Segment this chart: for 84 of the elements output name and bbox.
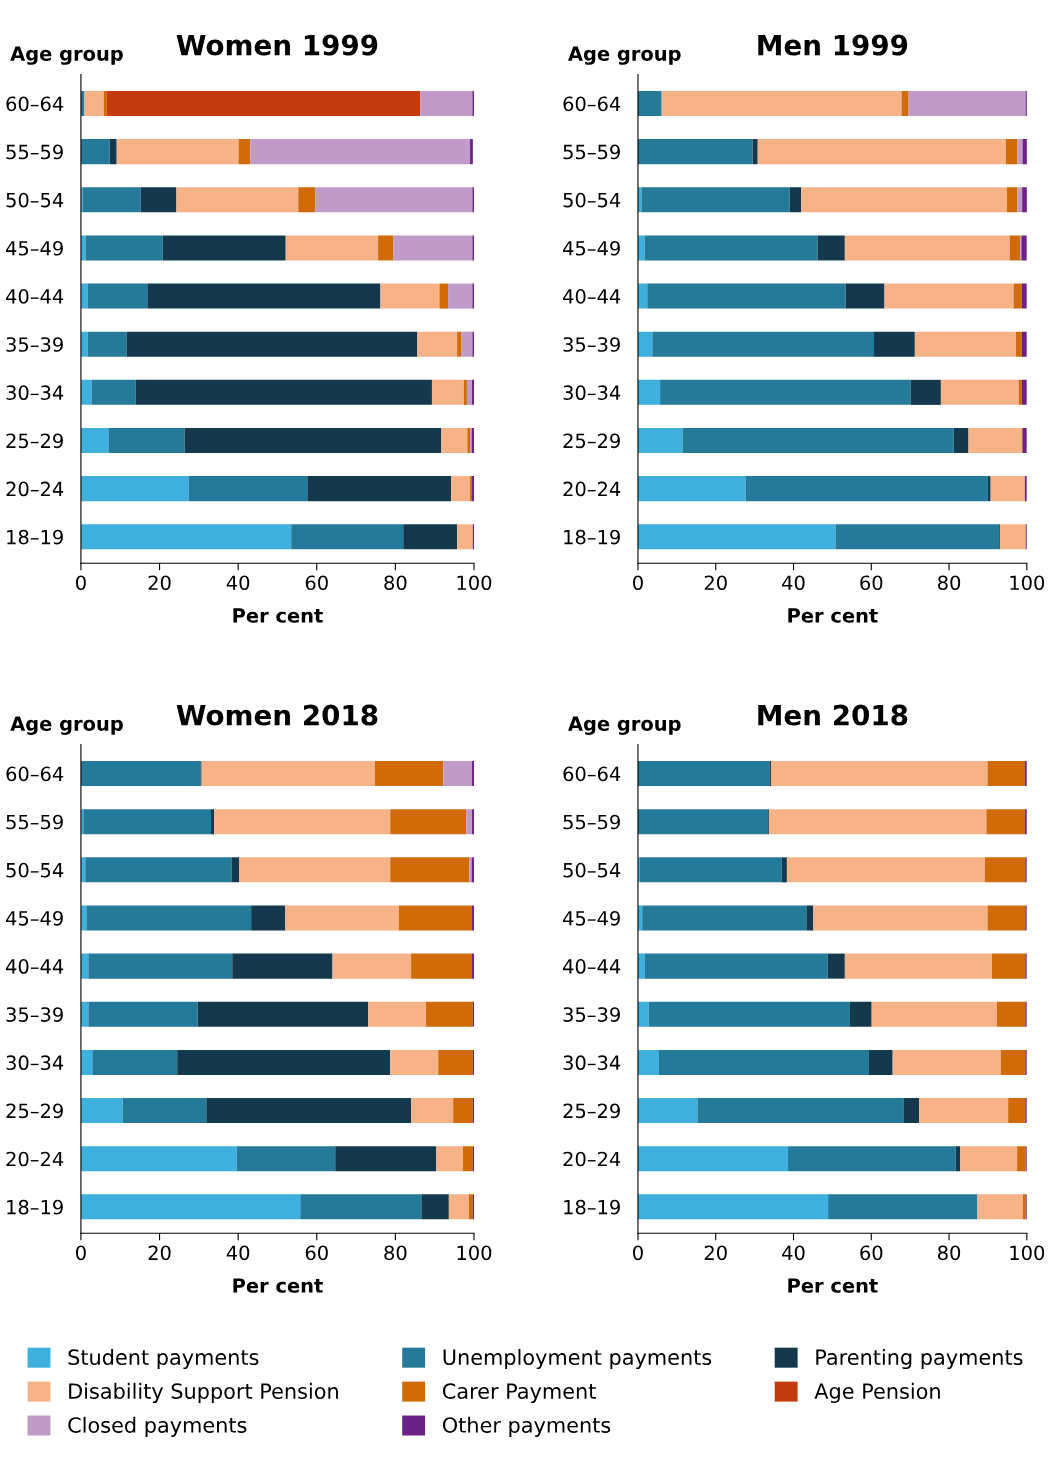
y-tick-label: 55–59 [6,144,63,160]
x-tick-label: 20 [148,1245,171,1261]
x-tick-label: 80 [384,1245,407,1261]
y-tick-label: 25–29 [6,433,63,449]
y-tick-label: 60–64 [6,96,64,112]
y-tick-label: 50–54 [563,862,621,878]
y-tick-label: 55–59 [6,814,63,830]
x-tick-label: 20 [704,1245,727,1261]
chart-title: Men 2018 [758,704,908,726]
x-tick-label: 0 [76,1245,86,1261]
y-tick-label: 60–64 [6,766,64,782]
y-tick-label: 20–24 [563,481,621,497]
y-tick-label: 20–24 [6,1151,64,1167]
x-tick-label: 100 [457,575,492,591]
y-tick-label: 60–64 [563,96,621,112]
y-tick-label: 45–49 [6,240,63,256]
x-tick-label: 0 [76,575,86,591]
y-tick-label: 25–29 [6,1103,63,1119]
y-axis-title: Age group [568,716,681,735]
y-tick-label: 45–49 [563,910,620,926]
y-tick-label: 40–44 [6,289,64,304]
legend-label: Student payments [68,1348,259,1370]
legend-label: Closed payments [68,1416,247,1437]
x-tick-label: 80 [938,575,961,591]
y-axis-title: Age group [568,46,681,65]
x-tick-label: 20 [148,575,171,591]
x-axis-title: Per cent [788,1278,878,1293]
chart-title: Women 1999 [176,34,378,56]
x-tick-label: 60 [305,575,328,591]
y-tick-label: 18–19 [564,529,620,545]
y-tick-label: 35–39 [6,337,63,352]
y-tick-label: 55–59 [563,144,620,160]
y-tick-label: 25–29 [563,1103,620,1119]
chart-title: Men 1999 [758,34,908,56]
x-tick-label: 40 [226,575,250,591]
y-tick-label: 40–44 [6,959,64,974]
legend-label: Age Pension [814,1382,940,1404]
y-tick-label: 60–64 [563,766,621,782]
x-tick-label: 40 [782,1245,805,1261]
x-tick-label: 60 [860,575,883,591]
y-tick-label: 35–39 [563,1007,620,1022]
y-tick-label: 35–39 [6,1007,63,1022]
x-tick-label: 40 [782,575,805,591]
y-tick-label: 50–54 [6,862,64,878]
y-tick-label: 40–44 [563,959,621,974]
x-tick-label: 40 [226,1245,250,1261]
y-tick-label: 18–19 [7,529,63,545]
y-tick-label: 40–44 [563,289,621,304]
y-tick-label: 18–19 [7,1199,63,1215]
x-tick-label: 80 [384,575,407,591]
y-tick-label: 50–54 [563,192,621,208]
y-tick-label: 55–59 [563,814,620,830]
y-tick-label: 20–24 [563,1151,621,1167]
legend-label: Disability Support Pension [69,1382,338,1404]
y-tick-label: 18–19 [564,1199,620,1215]
x-tick-label: 100 [457,1245,492,1261]
y-tick-label: 35–39 [563,337,620,352]
legend-label: Other payments [442,1416,611,1437]
y-tick-label: 30–34 [6,1055,64,1071]
y-tick-label: 50–54 [6,192,64,208]
y-tick-label: 45–49 [6,910,63,926]
y-tick-label: 30–34 [563,1055,621,1071]
legend-label: Unemployment payments [443,1348,712,1370]
x-tick-label: 60 [305,1245,328,1261]
y-axis-title: Age group [10,716,123,735]
x-tick-label: 100 [1010,1245,1045,1261]
y-tick-label: 30–34 [563,385,621,401]
legend-label: Parenting payments [816,1348,1023,1370]
chart-title: Women 2018 [176,704,378,726]
x-tick-label: 60 [860,1245,883,1261]
y-axis-title: Age group [10,46,123,65]
x-tick-label: 80 [938,1245,961,1261]
y-tick-label: 20–24 [6,481,64,497]
y-tick-label: 30–34 [6,385,64,401]
x-tick-label: 20 [704,575,727,591]
y-tick-label: 25–29 [563,433,620,449]
legend-label: Carer Payment [442,1383,596,1404]
x-tick-label: 100 [1010,575,1045,591]
x-tick-label: 0 [633,1245,643,1261]
x-axis-title: Per cent [233,1278,323,1293]
x-axis-title: Per cent [788,608,878,623]
y-tick-label: 45–49 [563,240,620,256]
x-axis-title: Per cent [233,608,323,623]
x-tick-label: 0 [633,575,643,591]
